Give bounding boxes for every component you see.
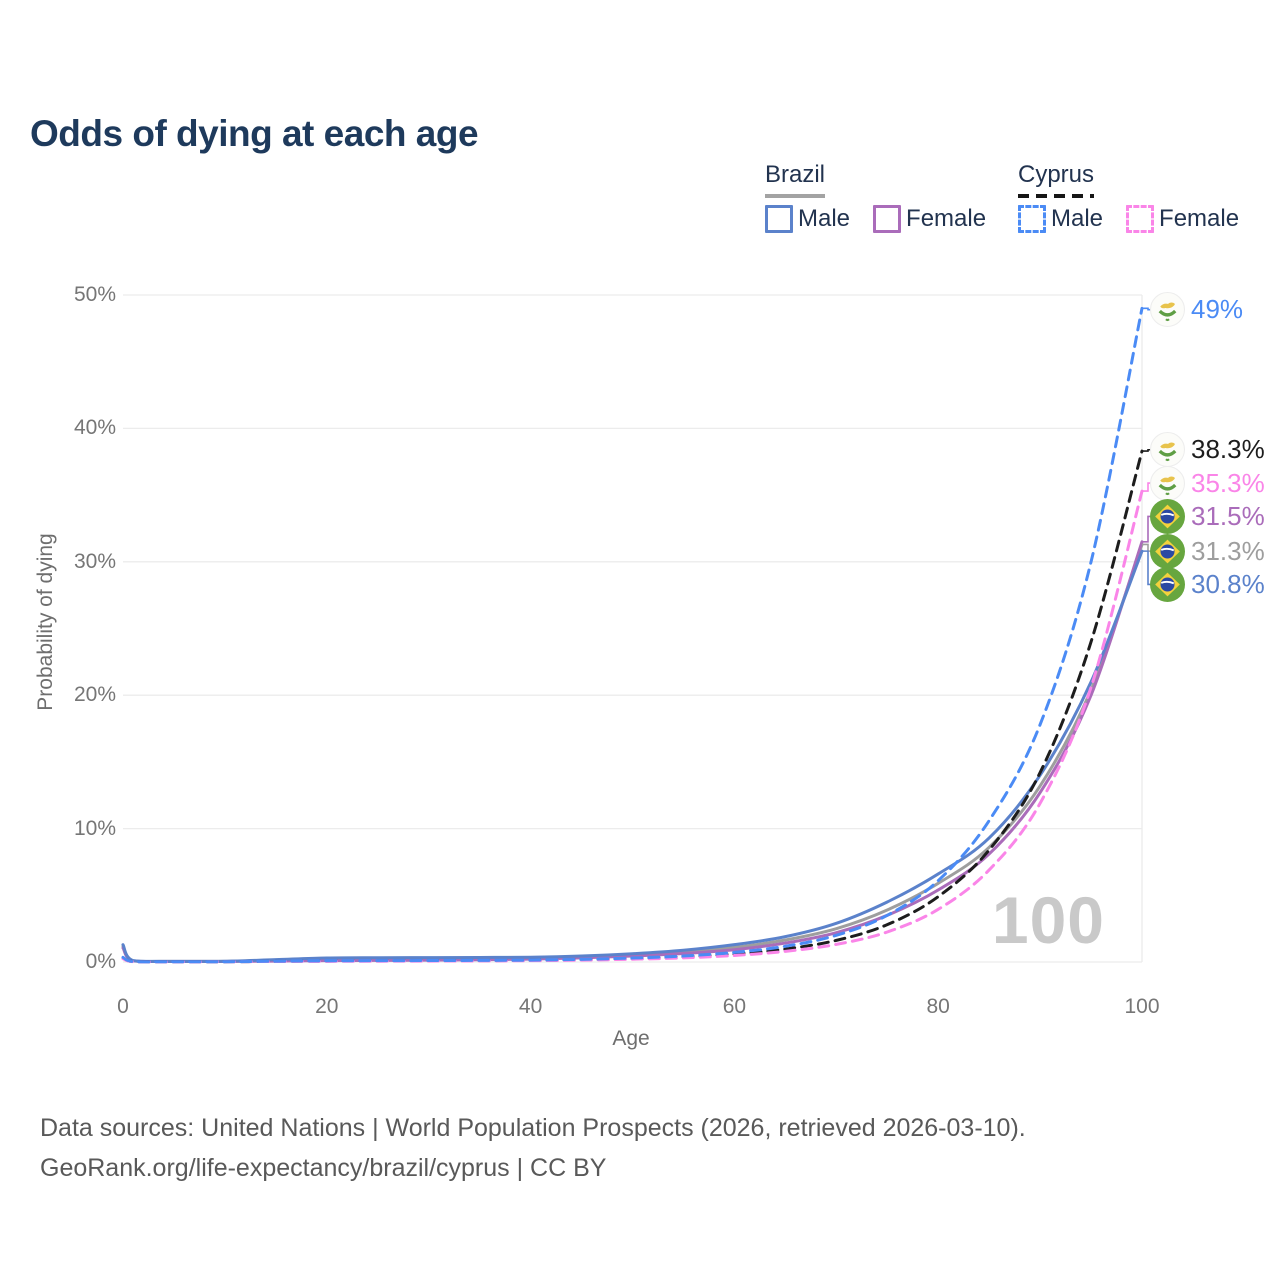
legend-group-brazil: Brazil Male Female (765, 161, 986, 233)
brazil-flag-icon (1150, 533, 1185, 569)
y-tick-label: 40% (73, 416, 116, 440)
y-tick-label: 10% (73, 816, 116, 840)
cyprus-flag-icon (1150, 465, 1185, 501)
footer-url-line: GeoRank.org/life-expectancy/brazil/cypru… (40, 1154, 607, 1182)
series-line-cyprus-all (121, 449, 1144, 964)
x-tick-label: 0 (117, 995, 129, 1018)
end-label-cyprus-female: 35.3% (1150, 465, 1265, 501)
end-label-value: 35.3% (1191, 467, 1265, 498)
x-axis-title: Age (612, 1027, 650, 1050)
x-tick-label: 20 (315, 995, 339, 1018)
end-label-brazil-all: 31.3% (1150, 533, 1265, 569)
x-tick-label: 100 (1124, 995, 1160, 1018)
legend-brazil-male-label[interactable]: Male (798, 205, 851, 232)
age-watermark: 100 (991, 883, 1105, 957)
series-line-brazil-male (121, 549, 1144, 963)
x-tick-label: 40 (518, 995, 543, 1018)
end-label-value: 49% (1191, 294, 1244, 325)
end-label-cyprus-all: 38.3% (1150, 432, 1265, 468)
series-line-cyprus-male (121, 306, 1144, 964)
legend-cyprus-female-label[interactable]: Female (1159, 205, 1240, 232)
end-label-value: 38.3% (1191, 434, 1265, 465)
brazil-flag-icon (1150, 498, 1185, 534)
end-label-value: 31.3% (1191, 535, 1265, 566)
cyprus-flag-badge (1150, 465, 1185, 501)
x-tick-label: 60 (722, 995, 747, 1018)
end-label-brazil-female: 31.5% (1150, 498, 1265, 534)
legend-cyprus-title[interactable]: Cyprus (1018, 161, 1094, 198)
cyprus-flag-icon (1150, 292, 1185, 328)
legend-cyprus-male-swatch[interactable] (1018, 205, 1046, 233)
legend-brazil-female-swatch[interactable] (873, 205, 902, 233)
end-label-connector (1142, 550, 1151, 586)
brazil-flag-badge (1150, 566, 1185, 602)
legend-group-cyprus: Cyprus Male Female (1018, 161, 1239, 233)
end-label-value: 30.8% (1191, 568, 1265, 599)
end-label-connector (1142, 543, 1151, 552)
footer: Data sources: United Nations | World Pop… (40, 1108, 1026, 1188)
end-label-connector (1142, 482, 1151, 492)
end-label-connector (1142, 448, 1151, 452)
brazil-flag-badge (1150, 498, 1185, 534)
end-label-connector (1142, 515, 1151, 543)
series-line-brazil-female (121, 540, 1144, 964)
end-label-brazil-male: 30.8% (1150, 566, 1265, 602)
footer-sources-line: Data sources: United Nations | World Pop… (40, 1114, 1026, 1142)
y-tick-label: 50% (73, 283, 116, 306)
end-label-connector (1142, 307, 1151, 311)
end-label-cyprus-male: 49% (1150, 292, 1244, 328)
end-label-value: 31.5% (1191, 500, 1265, 531)
brazil-flag-icon (1150, 566, 1185, 602)
cyprus-flag-badge (1150, 292, 1185, 328)
legend-brazil-female-label[interactable]: Female (906, 205, 987, 232)
legend-cyprus-male-label[interactable]: Male (1051, 205, 1104, 232)
y-tick-label: 20% (73, 683, 116, 707)
series-line-brazil-all (121, 542, 1144, 963)
y-tick-label: 30% (73, 549, 116, 573)
brazil-flag-badge (1150, 533, 1185, 569)
legend-brazil-title[interactable]: Brazil (765, 161, 825, 198)
cyprus-flag-icon (1150, 432, 1185, 468)
x-tick-label: 80 (926, 995, 950, 1018)
legend-brazil-male-swatch[interactable] (765, 205, 793, 233)
legend-cyprus-female-swatch[interactable] (1126, 205, 1155, 233)
y-tick-label: 0% (85, 950, 116, 973)
chart-title: Odds of dying at each age (30, 112, 479, 154)
cyprus-flag-badge (1150, 432, 1185, 468)
